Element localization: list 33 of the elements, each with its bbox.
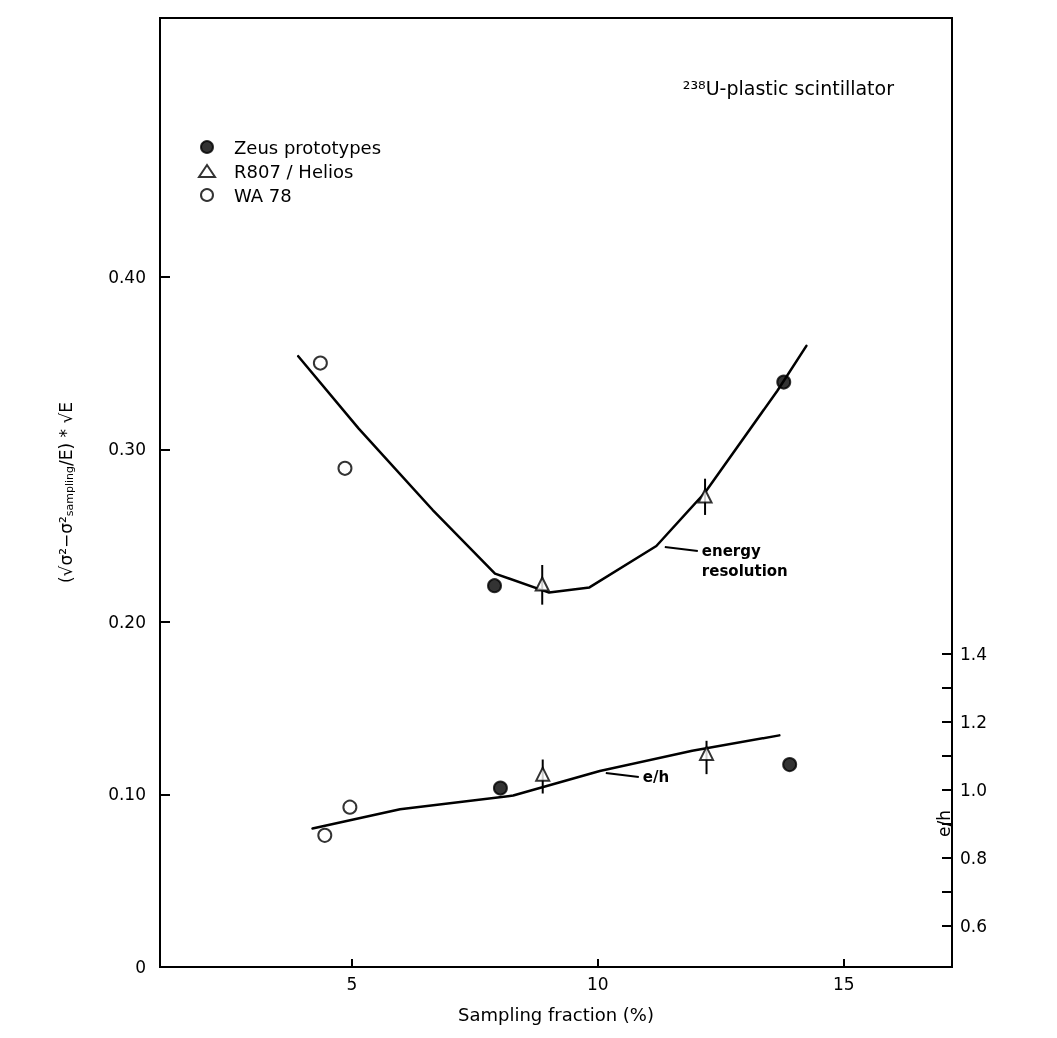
x-tick-label: 5 bbox=[346, 973, 358, 994]
x-axis-title: Sampling fraction (%) bbox=[458, 1003, 654, 1025]
y2-tick-label: 0.6 bbox=[960, 916, 988, 937]
annotation: e/h bbox=[642, 768, 670, 787]
y2-tick-label: 1.2 bbox=[960, 712, 988, 733]
x-tick-label: 15 bbox=[832, 973, 855, 994]
annotation: energy resolution bbox=[701, 541, 788, 580]
point bbox=[535, 766, 551, 782]
point bbox=[312, 355, 328, 371]
y-tick-label: 0.20 bbox=[108, 611, 146, 632]
y-axis-title: (√σ²−σ²sampling/E) * √E bbox=[55, 401, 76, 584]
point bbox=[342, 799, 358, 815]
text: ²³⁸U-plastic scintillator bbox=[682, 76, 895, 99]
point bbox=[534, 576, 550, 592]
point bbox=[782, 757, 798, 773]
y2-tick-label: 0.8 bbox=[960, 848, 988, 869]
y-tick-label: 0 bbox=[135, 957, 146, 977]
x-tick-label: 10 bbox=[586, 973, 609, 994]
point bbox=[697, 488, 713, 504]
legend-label: R807 / Helios bbox=[234, 160, 354, 182]
point bbox=[776, 374, 792, 390]
y-tick-label: 0.10 bbox=[108, 784, 146, 805]
y2-tick-label: 1.4 bbox=[960, 644, 988, 665]
point bbox=[337, 460, 353, 476]
point bbox=[699, 745, 715, 761]
legend-label: WA 78 bbox=[234, 184, 292, 206]
point bbox=[487, 578, 503, 594]
y-tick-label: 0.40 bbox=[108, 266, 146, 287]
point bbox=[317, 827, 333, 843]
y2-tick-label: 1.0 bbox=[960, 780, 988, 801]
y-tick-label: 0.30 bbox=[108, 439, 146, 460]
point bbox=[492, 780, 508, 796]
legend-label: Zeus prototypes bbox=[234, 136, 382, 158]
